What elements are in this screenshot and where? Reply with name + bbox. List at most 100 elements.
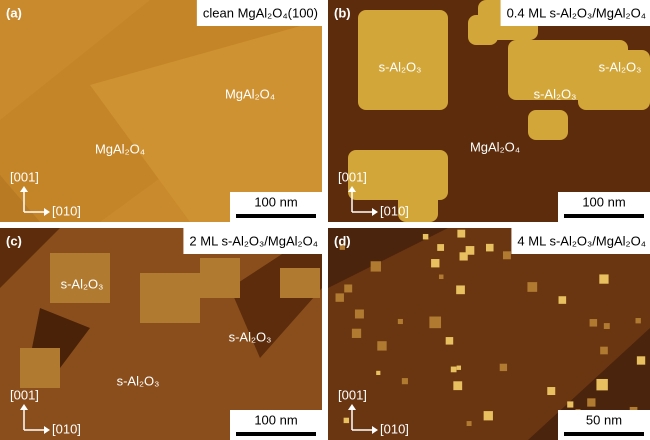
panel-label: (d)	[334, 233, 351, 248]
axis-label: [010]	[380, 421, 409, 436]
cluster	[459, 252, 468, 261]
image	[0, 0, 322, 222]
region-label: MgAl₂O₄	[225, 86, 275, 101]
cluster	[596, 378, 608, 391]
axis-label: [010]	[52, 203, 81, 218]
island	[140, 273, 200, 323]
arrow-head	[348, 404, 356, 410]
cluster	[339, 244, 346, 250]
cluster	[397, 318, 403, 325]
title-box	[183, 228, 322, 254]
island	[200, 258, 240, 298]
terrace	[0, 175, 40, 222]
scale-label: 100 nm	[254, 412, 297, 427]
island	[280, 268, 320, 298]
stm-panel: (b) 0.4 ML s-Al₂O₃/MgAl₂O₄ s-Al₂O₃ s-Al₂O₃ s…	[328, 0, 650, 222]
arrow-head	[372, 426, 378, 434]
region-label: MgAl₂O₄	[470, 139, 520, 154]
scale-bar	[236, 214, 316, 218]
cluster	[453, 381, 463, 391]
panel-label: (b)	[334, 5, 351, 20]
island	[468, 15, 498, 45]
cluster	[401, 378, 408, 385]
cluster	[635, 318, 641, 324]
title-box	[196, 0, 322, 26]
arrow-head	[372, 208, 378, 216]
region-label: s-Al₂O₃	[534, 86, 577, 101]
cluster	[431, 259, 440, 268]
arrow-head	[44, 426, 50, 434]
cluster	[457, 229, 466, 238]
stm-panel: (a) clean MgAl₂O₄(100) MgAl₂O₄ MgAl₂O₄ [001]…	[0, 0, 322, 222]
cluster	[589, 319, 598, 327]
terrace	[328, 228, 650, 440]
island	[398, 170, 438, 222]
region-label: s-Al₂O₃	[117, 373, 160, 388]
island	[50, 253, 110, 303]
panel-label: (c)	[6, 233, 22, 248]
cluster	[600, 346, 608, 355]
cluster	[344, 284, 353, 293]
cluster	[351, 328, 362, 338]
image	[328, 228, 650, 440]
title-box	[500, 0, 650, 26]
scale-label: 50 nm	[586, 412, 622, 427]
panel-title: 2 ML s-Al₂O₃/MgAl₂O₄	[189, 233, 318, 248]
island	[578, 50, 650, 110]
cluster	[527, 282, 538, 292]
terrace	[90, 20, 322, 222]
cluster	[450, 366, 457, 373]
region-label: s-Al₂O₃	[61, 276, 104, 291]
cluster	[587, 398, 596, 407]
cluster	[599, 274, 609, 284]
cluster	[483, 411, 493, 421]
stm-panel: (c) 2 ML s-Al₂O₃/MgAl₂O₄ s-Al₂O₃ s-Al₂O₃ s-A…	[0, 228, 322, 440]
cluster	[603, 323, 610, 329]
panel-label: (a)	[6, 5, 22, 20]
region-label: s-Al₂O₃	[379, 59, 422, 74]
cluster	[485, 243, 494, 252]
cluster	[445, 337, 454, 345]
cluster	[376, 370, 381, 376]
axis-label: [001]	[10, 387, 39, 402]
island	[20, 348, 60, 388]
panel-title: 0.4 ML s-Al₂O₃/MgAl₂O₄	[507, 5, 646, 20]
arrow-head	[20, 404, 28, 410]
cluster	[456, 285, 465, 295]
panel-title: clean MgAl₂O₄(100)	[203, 5, 318, 20]
axis-label: [001]	[338, 169, 367, 184]
panel-title: 4 ML s-Al₂O₃/MgAl₂O₄	[517, 233, 646, 248]
cluster	[354, 309, 364, 319]
cluster	[422, 233, 429, 240]
region-label: s-Al₂O₃	[229, 329, 272, 344]
cluster	[438, 274, 444, 280]
island	[528, 110, 568, 140]
scale-label: 100 nm	[582, 194, 625, 209]
cluster	[558, 296, 567, 304]
scale-bar	[236, 432, 316, 436]
image	[328, 0, 650, 222]
region-label: MgAl₂O₄	[95, 141, 145, 156]
cluster	[499, 363, 508, 372]
region-label: s-Al₂O₃	[599, 59, 642, 74]
axis-label: [010]	[52, 421, 81, 436]
cluster	[466, 421, 472, 427]
scale-bar	[564, 432, 644, 436]
image	[0, 228, 322, 440]
cluster	[377, 341, 387, 351]
cluster	[567, 401, 574, 408]
arrow-head	[348, 186, 356, 192]
arrow-head	[44, 208, 50, 216]
cluster	[437, 244, 445, 251]
axis-label: [001]	[10, 169, 39, 184]
axis-label: [010]	[380, 203, 409, 218]
dark-stripe	[0, 228, 60, 288]
arrow-head	[20, 186, 28, 192]
cluster	[465, 246, 475, 255]
cluster	[502, 251, 511, 260]
island	[358, 10, 448, 110]
cluster	[370, 261, 381, 272]
cluster	[547, 387, 556, 396]
